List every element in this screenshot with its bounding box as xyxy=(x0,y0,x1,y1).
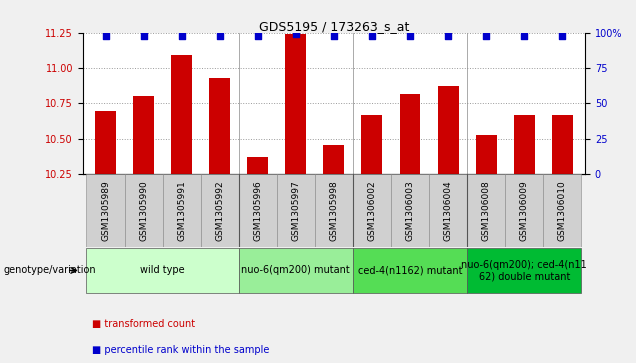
Text: GSM1305991: GSM1305991 xyxy=(177,180,186,241)
Title: GDS5195 / 173263_s_at: GDS5195 / 173263_s_at xyxy=(259,20,409,33)
Bar xyxy=(552,115,573,174)
Point xyxy=(519,33,529,38)
FancyBboxPatch shape xyxy=(505,174,543,247)
Point xyxy=(177,33,187,38)
Bar xyxy=(247,157,268,174)
Point xyxy=(139,33,149,38)
Text: nuo-6(qm200) mutant: nuo-6(qm200) mutant xyxy=(242,265,350,276)
Text: GSM1305992: GSM1305992 xyxy=(215,180,225,241)
Text: GSM1305996: GSM1305996 xyxy=(253,180,262,241)
Point xyxy=(405,33,415,38)
Bar xyxy=(95,111,116,174)
Point xyxy=(291,31,301,37)
FancyBboxPatch shape xyxy=(238,174,277,247)
FancyBboxPatch shape xyxy=(391,174,429,247)
FancyBboxPatch shape xyxy=(543,174,581,247)
Bar xyxy=(476,135,497,174)
FancyBboxPatch shape xyxy=(467,174,505,247)
Point xyxy=(367,33,377,38)
FancyBboxPatch shape xyxy=(277,174,315,247)
Text: GSM1305989: GSM1305989 xyxy=(101,180,110,241)
Text: ced-4(n1162) mutant: ced-4(n1162) mutant xyxy=(358,265,462,276)
FancyBboxPatch shape xyxy=(86,174,125,247)
FancyBboxPatch shape xyxy=(238,248,353,293)
Text: ■ percentile rank within the sample: ■ percentile rank within the sample xyxy=(92,345,270,355)
Bar xyxy=(171,55,192,174)
Bar xyxy=(286,34,307,174)
Bar xyxy=(133,96,154,174)
Bar xyxy=(514,115,535,174)
Point xyxy=(214,33,225,38)
FancyBboxPatch shape xyxy=(429,174,467,247)
Text: GSM1305998: GSM1305998 xyxy=(329,180,338,241)
Text: GSM1305997: GSM1305997 xyxy=(291,180,300,241)
Text: GSM1306002: GSM1306002 xyxy=(368,180,377,241)
Text: GSM1305990: GSM1305990 xyxy=(139,180,148,241)
Bar xyxy=(361,115,382,174)
FancyBboxPatch shape xyxy=(353,248,467,293)
Point xyxy=(100,33,111,38)
Text: GSM1306010: GSM1306010 xyxy=(558,180,567,241)
Bar xyxy=(399,94,420,174)
Text: genotype/variation: genotype/variation xyxy=(3,265,96,276)
Point xyxy=(481,33,491,38)
FancyBboxPatch shape xyxy=(353,174,391,247)
Text: wild type: wild type xyxy=(141,265,185,276)
FancyBboxPatch shape xyxy=(467,248,581,293)
Text: ■ transformed count: ■ transformed count xyxy=(92,319,195,330)
Point xyxy=(252,33,263,38)
Text: GSM1306003: GSM1306003 xyxy=(406,180,415,241)
FancyBboxPatch shape xyxy=(201,174,238,247)
Text: GSM1306004: GSM1306004 xyxy=(443,180,453,241)
Text: GSM1306008: GSM1306008 xyxy=(481,180,490,241)
FancyBboxPatch shape xyxy=(163,174,201,247)
FancyBboxPatch shape xyxy=(315,174,353,247)
Point xyxy=(557,33,567,38)
Point xyxy=(329,33,339,38)
Text: GSM1306009: GSM1306009 xyxy=(520,180,529,241)
FancyBboxPatch shape xyxy=(86,248,238,293)
Text: nuo-6(qm200); ced-4(n11
62) double mutant: nuo-6(qm200); ced-4(n11 62) double mutan… xyxy=(461,260,587,281)
Bar xyxy=(209,78,230,174)
Bar xyxy=(324,144,344,174)
Bar xyxy=(438,86,459,174)
Point xyxy=(443,33,453,38)
FancyBboxPatch shape xyxy=(125,174,163,247)
